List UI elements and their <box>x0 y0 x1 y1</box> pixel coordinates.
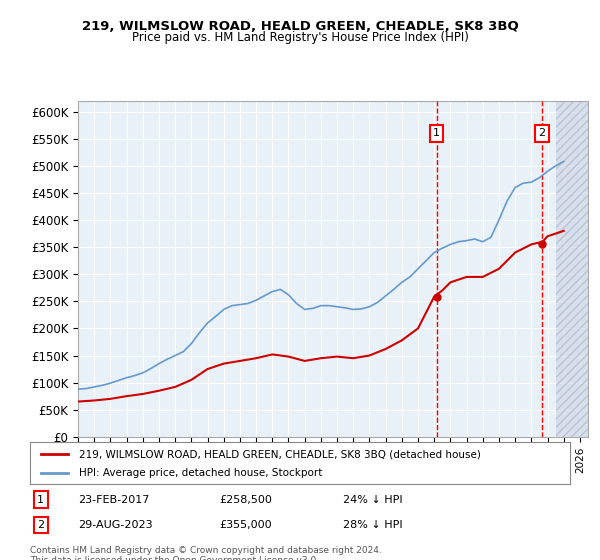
Text: 2: 2 <box>538 128 545 138</box>
Text: 29-AUG-2023: 29-AUG-2023 <box>79 520 153 530</box>
Text: 219, WILMSLOW ROAD, HEALD GREEN, CHEADLE, SK8 3BQ: 219, WILMSLOW ROAD, HEALD GREEN, CHEADLE… <box>82 20 518 32</box>
Text: £258,500: £258,500 <box>219 495 272 505</box>
Text: Contains HM Land Registry data © Crown copyright and database right 2024.
This d: Contains HM Land Registry data © Crown c… <box>30 546 382 560</box>
Text: 219, WILMSLOW ROAD, HEALD GREEN, CHEADLE, SK8 3BQ (detached house): 219, WILMSLOW ROAD, HEALD GREEN, CHEADLE… <box>79 449 481 459</box>
Text: 1: 1 <box>37 495 44 505</box>
Text: £355,000: £355,000 <box>219 520 272 530</box>
Text: HPI: Average price, detached house, Stockport: HPI: Average price, detached house, Stoc… <box>79 468 322 478</box>
Bar <box>556 101 588 437</box>
Text: 23-FEB-2017: 23-FEB-2017 <box>79 495 150 505</box>
Text: 1: 1 <box>433 128 440 138</box>
Text: 2: 2 <box>37 520 44 530</box>
Text: 28% ↓ HPI: 28% ↓ HPI <box>343 520 403 530</box>
Text: Price paid vs. HM Land Registry's House Price Index (HPI): Price paid vs. HM Land Registry's House … <box>131 31 469 44</box>
Text: 24% ↓ HPI: 24% ↓ HPI <box>343 495 403 505</box>
